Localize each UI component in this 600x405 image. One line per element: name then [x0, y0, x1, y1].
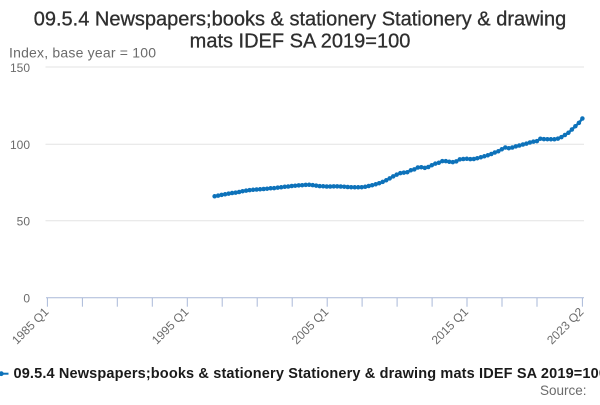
svg-text:Source:: Source: — [540, 383, 587, 398]
svg-text:09.5.4 Newspapers;books & stat: 09.5.4 Newspapers;books & stationery Sta… — [14, 366, 600, 382]
svg-text:150: 150 — [10, 61, 30, 75]
svg-text:mats IDEF SA 2019=100: mats IDEF SA 2019=100 — [190, 31, 411, 53]
svg-text:100: 100 — [10, 138, 30, 152]
svg-text:50: 50 — [17, 215, 31, 229]
svg-text:Index, base year = 100: Index, base year = 100 — [9, 45, 156, 61]
svg-text:0: 0 — [23, 291, 30, 305]
svg-text:09.5.4 Newspapers;books & stat: 09.5.4 Newspapers;books & stationery Sta… — [34, 9, 567, 31]
